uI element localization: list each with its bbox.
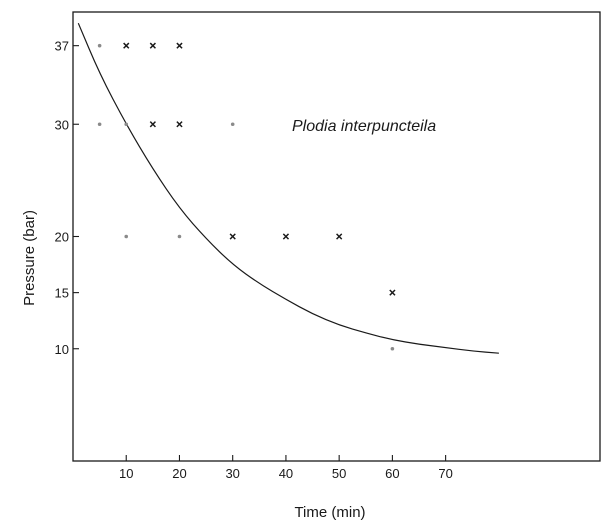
cross-stroke	[123, 42, 130, 49]
x-tick-label: 10	[119, 466, 133, 481]
dot-point	[97, 43, 102, 48]
cross-stroke	[176, 42, 183, 49]
cross-point	[389, 289, 396, 296]
y-tick-label: 10	[55, 342, 69, 357]
dot-point	[124, 234, 129, 239]
x-axis-title: Time (min)	[294, 504, 365, 521]
x-tick-label: 30	[225, 466, 239, 481]
cross-stroke	[176, 121, 183, 128]
cross-point	[336, 233, 343, 240]
dot-point	[390, 346, 395, 351]
fit-curve	[77, 22, 499, 354]
cross-stroke	[389, 289, 396, 296]
x-axis: 10 20 30 40 50 60 70	[119, 455, 453, 481]
cross-stroke	[282, 233, 290, 240]
cross-point	[282, 233, 290, 240]
y-tick-label: 37	[55, 39, 69, 54]
y-axis-title: Pressure (bar)	[21, 210, 38, 306]
cross-point	[229, 233, 236, 240]
cross-point	[123, 42, 130, 49]
cross-stroke	[149, 121, 156, 128]
data-points	[97, 42, 396, 351]
dot-point	[177, 234, 182, 239]
cross-stroke	[149, 42, 156, 49]
x-tick-label: 70	[438, 466, 452, 481]
cross-point	[149, 121, 156, 128]
y-axis: 10 15 20 30 37	[55, 39, 79, 357]
dot-point	[124, 122, 129, 127]
cross-point	[176, 121, 183, 128]
cross-stroke	[229, 233, 236, 240]
species-annotation: Plodia interpuncteila	[292, 118, 436, 135]
dot-point	[97, 122, 102, 127]
x-tick-label: 50	[332, 466, 346, 481]
x-tick-label: 20	[172, 466, 186, 481]
y-tick-label: 20	[55, 230, 69, 245]
cross-point	[149, 42, 156, 49]
cross-stroke	[336, 233, 343, 240]
x-tick-label: 60	[385, 466, 399, 481]
cross-point	[176, 42, 183, 49]
y-tick-label: 30	[55, 117, 69, 132]
y-tick-label: 15	[55, 286, 69, 301]
dot-point	[230, 122, 235, 127]
x-tick-label: 40	[279, 466, 293, 481]
plot-frame	[72, 11, 601, 462]
